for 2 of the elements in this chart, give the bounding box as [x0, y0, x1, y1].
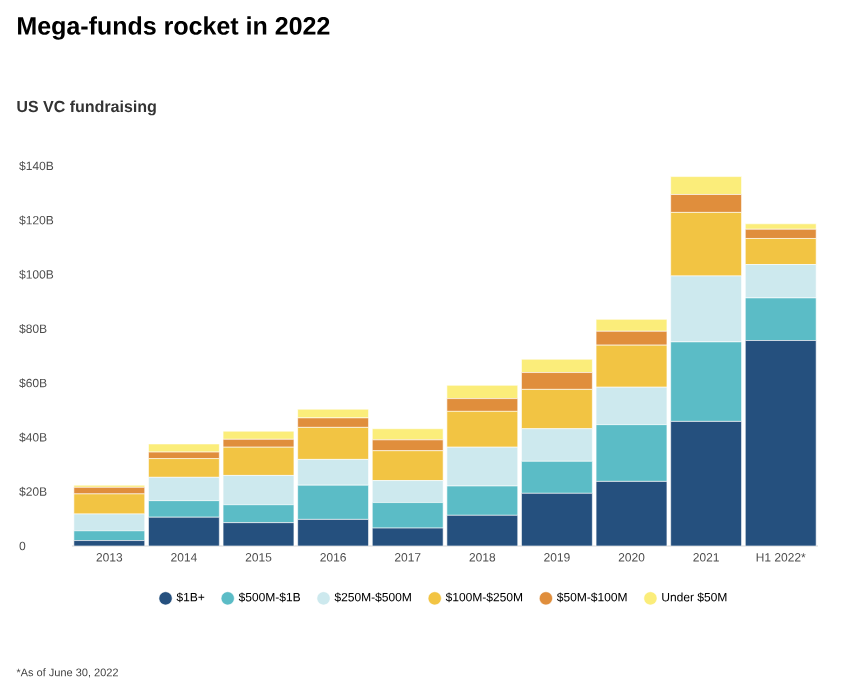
chart-subtitle: US VC fundraising	[17, 100, 156, 116]
chart-title: Mega-funds rocket in 2022	[18, 16, 330, 40]
